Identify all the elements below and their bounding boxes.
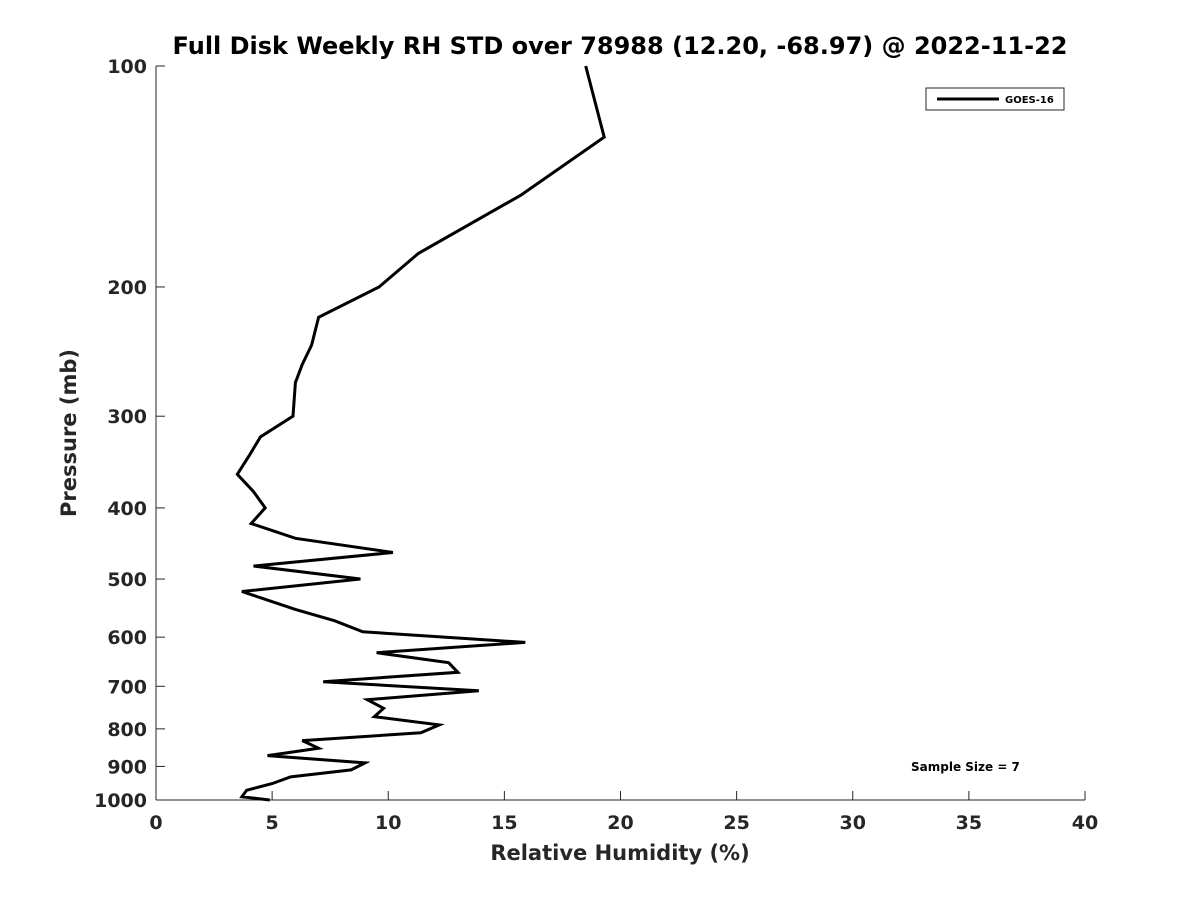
y-tick-label: 900 xyxy=(107,756,147,778)
x-tick-label: 35 xyxy=(956,812,982,834)
x-tick-label: 20 xyxy=(607,812,633,834)
x-axis-label: Relative Humidity (%) xyxy=(490,841,749,865)
y-axis-label: Pressure (mb) xyxy=(57,349,81,517)
x-tick-label: 25 xyxy=(723,812,749,834)
x-tick-label: 0 xyxy=(149,812,162,834)
y-tick-label: 200 xyxy=(107,277,147,299)
x-ticks: 0 5 10 15 20 25 30 35 40 xyxy=(149,791,1098,834)
y-tick-label: 800 xyxy=(107,719,147,741)
y-tick-label: 300 xyxy=(107,406,147,428)
x-tick-label: 30 xyxy=(840,812,866,834)
x-tick-label: 40 xyxy=(1072,812,1098,834)
y-tick-label: 400 xyxy=(107,498,147,520)
y-tick-label: 1000 xyxy=(94,790,147,812)
series-layer xyxy=(235,65,606,802)
x-tick-label: 10 xyxy=(375,812,401,834)
y-ticks: 100 200 300 400 500 600 700 800 900 1000 xyxy=(94,56,165,812)
x-tick-label: 5 xyxy=(266,812,279,834)
sample-size-note: Sample Size = 7 xyxy=(911,760,1020,774)
series-line-goes-16 xyxy=(235,65,606,802)
chart-title: Full Disk Weekly RH STD over 78988 (12.2… xyxy=(173,32,1068,60)
y-tick-label: 600 xyxy=(107,627,147,649)
y-tick-label: 100 xyxy=(107,56,147,78)
y-tick-label: 500 xyxy=(107,569,147,591)
x-tick-label: 15 xyxy=(491,812,517,834)
legend-label-goes-16: GOES-16 xyxy=(1005,95,1054,106)
y-tick-label: 700 xyxy=(107,676,147,698)
axes xyxy=(155,66,1085,801)
legend: GOES-16 xyxy=(925,87,1065,111)
